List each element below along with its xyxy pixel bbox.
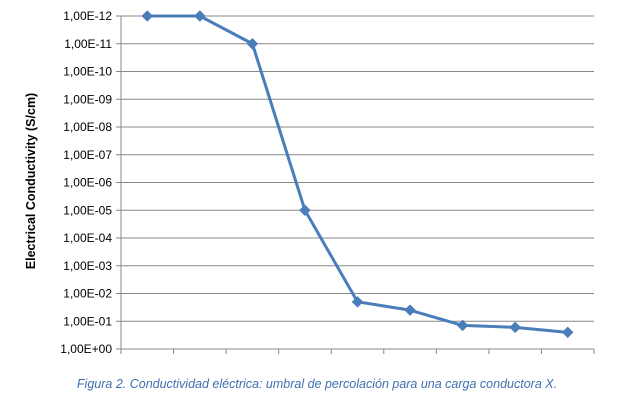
y-tick-label: 1,00E-09 — [63, 92, 112, 106]
series-layer — [141, 10, 574, 339]
y-tick-label: 1,00E-04 — [63, 231, 112, 245]
y-tick-label: 1,00E-08 — [63, 120, 112, 134]
y-tick-label: 1,00E-01 — [63, 314, 112, 328]
data-point — [193, 10, 206, 22]
gridlines — [121, 15, 594, 322]
data-point — [456, 319, 469, 332]
y-tick-label: 1,00E-02 — [63, 287, 112, 301]
y-tick-label: 1,00E-05 — [63, 203, 112, 217]
data-point — [141, 10, 154, 22]
axes — [116, 15, 594, 350]
y-tick-label: 1,00E-03 — [63, 259, 112, 273]
series-line — [147, 14, 568, 334]
y-axis-label: Electrical Conductivity (S/cm) — [24, 93, 38, 269]
x-axis-tick-marks — [120, 349, 595, 354]
y-tick-label: 1,00E-07 — [63, 148, 112, 162]
data-point — [299, 204, 311, 217]
y-axis-tick-labels: 1,00E+00 1,00E-01 1,00E-02 1,00E-03 1,00E-04… — [60, 9, 112, 356]
y-tick-label: 1,00E-12 — [63, 9, 112, 23]
data-point — [561, 326, 574, 339]
data-point — [351, 295, 364, 308]
figure-caption: Figura 2. Conductividad eléctrica: umbra… — [76, 377, 558, 391]
data-point — [509, 321, 522, 334]
y-tick-label: 1,00E-10 — [63, 65, 112, 79]
y-tick-label: 1,00E-06 — [63, 176, 112, 190]
y-tick-label: 1,00E+00 — [60, 342, 112, 356]
y-tick-label: 1,00E-11 — [64, 37, 112, 51]
data-point — [404, 304, 416, 317]
data-point — [246, 37, 259, 50]
